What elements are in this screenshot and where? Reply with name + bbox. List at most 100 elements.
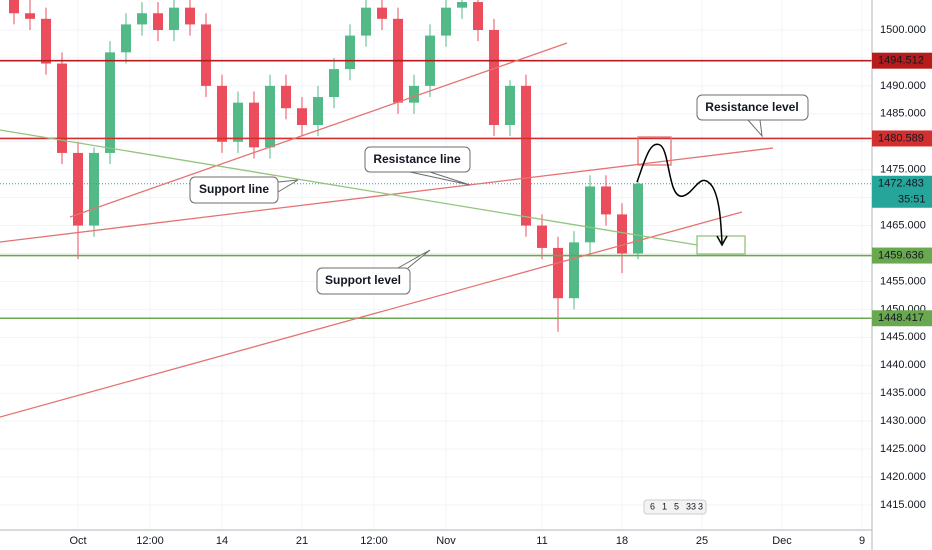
candle-body — [41, 18, 51, 64]
x-tick-label: Oct — [69, 535, 86, 547]
projection-arrow — [716, 235, 728, 247]
candle-body — [569, 242, 579, 299]
candle-body — [489, 30, 499, 125]
candle-body — [73, 152, 83, 226]
candle-body — [105, 52, 115, 153]
price-axis — [872, 0, 932, 550]
candle-body — [217, 85, 227, 142]
x-tick-label: 21 — [296, 535, 308, 547]
candle-body — [361, 7, 371, 36]
y-tick-label: 1485.000 — [880, 108, 926, 120]
x-tick-label: Dec — [772, 535, 792, 547]
grid — [0, 0, 872, 530]
y-tick-label: 1415.000 — [880, 499, 926, 511]
candle-body — [121, 24, 131, 53]
callout: Resistance line — [364, 146, 471, 186]
candle-body — [473, 2, 483, 31]
trend-line — [0, 211, 743, 418]
callout-pointer — [747, 119, 763, 138]
trend-line — [69, 42, 568, 218]
callout-text: Support line — [199, 182, 269, 196]
last-price-box — [872, 175, 932, 208]
callout: Support line — [189, 176, 299, 204]
drawings — [0, 42, 774, 418]
projection — [636, 143, 723, 244]
callout: Support level — [316, 249, 431, 295]
candle-body — [297, 108, 307, 125]
x-tick-label: 25 — [696, 535, 708, 547]
events-box — [643, 499, 707, 515]
callout-pointer — [409, 171, 471, 186]
candle-body — [249, 102, 259, 148]
candle-body — [505, 85, 515, 125]
callout-text: Resistance level — [705, 100, 798, 114]
candle-body — [633, 183, 643, 254]
candle-body — [25, 13, 35, 19]
x-tick-label: 12:00 — [360, 535, 388, 547]
y-tick-label: 1445.000 — [880, 331, 926, 343]
y-tick-label: 1420.000 — [880, 471, 926, 483]
y-tick-label: 1430.000 — [880, 415, 926, 427]
level-label: 1459.636 — [878, 249, 924, 261]
level-label-box — [872, 130, 932, 147]
candle-body — [329, 69, 339, 98]
level-label-box — [872, 52, 932, 69]
candle-body — [153, 13, 163, 31]
events: 6 1 5 33 3 — [643, 499, 707, 515]
y-tick-label: 1440.000 — [880, 359, 926, 371]
candle-body — [281, 85, 291, 109]
y-tick-label: 1465.000 — [880, 219, 926, 231]
x-tick-label: Nov — [436, 535, 456, 547]
candle-body — [169, 7, 179, 31]
event-label: 6 — [650, 501, 655, 511]
levels — [0, 59, 872, 320]
target-box — [696, 235, 746, 255]
callout: Resistance level — [696, 94, 809, 138]
y-tick-label: 1435.000 — [880, 387, 926, 399]
candle-body — [617, 214, 627, 254]
y-tick-label: 1490.000 — [880, 80, 926, 92]
candle-body — [457, 2, 467, 8]
candle-body — [521, 85, 531, 226]
event-label: 1 — [662, 501, 667, 511]
x-tick-label: 14 — [216, 535, 228, 547]
level-label: 1448.417 — [878, 312, 924, 324]
callout-box — [696, 94, 809, 121]
candle-body — [185, 7, 195, 25]
event-label: 3 — [698, 501, 703, 511]
candle-body — [537, 225, 547, 248]
level-label: 1494.512 — [878, 55, 924, 67]
callout-text: Resistance line — [373, 152, 461, 166]
callout-box — [316, 267, 411, 295]
level-label-box — [872, 247, 932, 264]
callout-pointer — [397, 249, 431, 269]
trend-line — [0, 129, 698, 246]
callout-box — [189, 176, 279, 204]
candle-body — [89, 152, 99, 226]
x-tick-label: 11 — [536, 535, 547, 547]
candle-body — [601, 186, 611, 215]
y-tick-label: 1455.000 — [880, 275, 926, 287]
callout-pointer — [277, 179, 299, 193]
candle-body — [345, 35, 355, 70]
y-tick-label: 1425.000 — [880, 443, 926, 455]
level-label-box — [872, 310, 932, 327]
candle-body — [377, 7, 387, 19]
y-tick-label: 1500.000 — [880, 24, 926, 36]
countdown-label: 35:51 — [898, 194, 926, 206]
candle-body — [409, 85, 419, 103]
y-tick-label: 1475.000 — [880, 164, 926, 176]
x-tick-label: 18 — [616, 535, 628, 547]
axis-labels: 1415.000 1420.000 1425.000 1430.000 1435.000… — [69, 24, 932, 547]
x-tick-label: 9 — [859, 535, 865, 547]
candle-body — [553, 247, 563, 299]
event-label: 33 — [686, 501, 696, 511]
candle-body — [57, 63, 67, 153]
candle-body — [265, 85, 275, 148]
callout-text: Support level — [325, 273, 401, 287]
event-label: 5 — [674, 501, 679, 511]
candle-body — [233, 102, 243, 142]
x-tick-label: 12:00 — [136, 535, 164, 547]
target-box — [637, 136, 672, 166]
